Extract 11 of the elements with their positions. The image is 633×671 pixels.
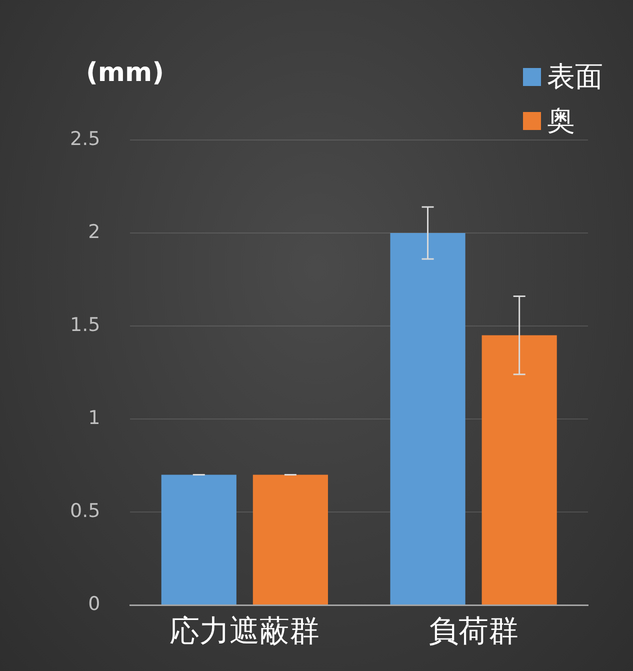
x-tick-label: 応力遮蔽群 <box>170 614 320 649</box>
legend-label: 表面 <box>547 59 603 95</box>
legend-label: 奥 <box>547 103 575 139</box>
y-axis-title: (mm) <box>86 58 164 88</box>
y-tick-label: 0.5 <box>70 500 100 522</box>
x-tick-label: 負荷群 <box>428 614 519 649</box>
y-tick-label: 2 <box>88 220 100 243</box>
y-tick-label: 0 <box>88 592 100 615</box>
y-tick-label: 2.5 <box>70 128 100 150</box>
y-tick-label: 1 <box>88 406 100 429</box>
y-tick-label: 1.5 <box>70 314 100 336</box>
